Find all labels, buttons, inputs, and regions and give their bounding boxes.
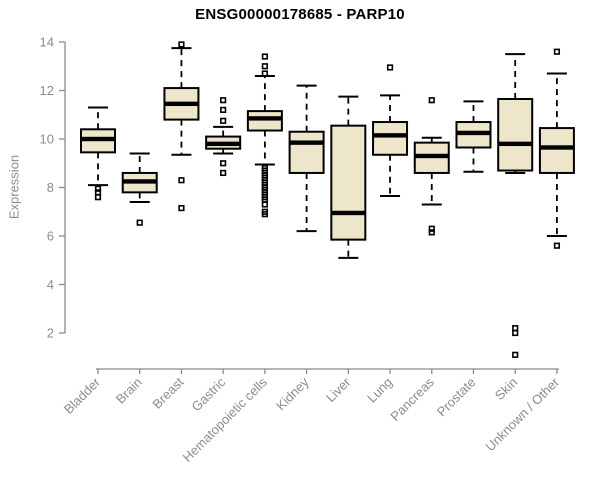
outlier-point [261, 63, 268, 70]
median-line [81, 136, 115, 142]
y-tick-label: 4 [47, 277, 54, 292]
boxplot-brain [121, 152, 158, 226]
chart-title: ENSG00000178685 - PARP10 [195, 6, 405, 23]
outlier-point [178, 41, 185, 48]
iqr-box [288, 130, 325, 174]
y-tick-label: 12 [40, 83, 54, 98]
outlier-point [261, 211, 268, 218]
boxplot-pancreas [413, 97, 450, 236]
y-axis: 2 4 6 8 10 12 14 [40, 35, 66, 341]
outlier-point [94, 189, 102, 196]
outlier-point [261, 53, 268, 60]
iqr-box [246, 110, 283, 132]
median-line [456, 130, 491, 136]
median-line [206, 141, 241, 147]
outlier-point [220, 97, 227, 104]
y-tick-label: 6 [47, 229, 54, 244]
boxplot-gastric [205, 97, 242, 177]
outlier-point [94, 194, 102, 201]
outlier-point [428, 97, 435, 104]
x-category-label: Bladder [61, 374, 104, 417]
x-category-label: Lung [364, 375, 395, 406]
outlier-point [428, 229, 435, 236]
median-line [289, 140, 324, 145]
iqr-box [538, 127, 575, 174]
boxplot-bladder [80, 106, 116, 201]
x-category-label: Brain [113, 375, 145, 407]
boxplot-prostate [455, 100, 492, 173]
x-category-label: Liver [323, 374, 354, 405]
x-category-label: Pancreas [387, 374, 437, 424]
outlier-point [94, 185, 102, 192]
outlier-point [512, 325, 519, 332]
y-tick-label: 2 [47, 326, 54, 341]
median-line [331, 210, 366, 216]
median-line [373, 133, 408, 138]
outlier-point [261, 70, 268, 77]
x-category-label: Prostate [434, 375, 479, 420]
outlier-point [512, 351, 519, 358]
outlier-point [220, 117, 227, 124]
median-line [122, 179, 157, 184]
iqr-box [330, 124, 367, 241]
outlier-point [220, 106, 227, 113]
outlier-point [512, 329, 519, 337]
x-category-label: Kidney [273, 374, 312, 413]
boxplot-hematopoietic-cells [246, 53, 283, 218]
iqr-box [372, 121, 409, 156]
median-line [498, 141, 533, 147]
y-tick-label: 8 [47, 180, 54, 195]
boxplot-liver [330, 95, 367, 259]
y-tick-label: 14 [40, 35, 54, 50]
x-category-label: Breast [149, 374, 186, 411]
outlier-point [386, 64, 394, 71]
y-tick-label: 10 [40, 132, 54, 147]
iqr-box [497, 97, 534, 172]
outlier-point [261, 201, 268, 208]
median-line [414, 153, 449, 159]
outlier-point [220, 169, 227, 177]
median-line [539, 145, 574, 150]
x-category-label: Unknown / Other [482, 374, 562, 454]
outlier-point [553, 48, 561, 55]
x-category-label: Gastric [189, 374, 229, 414]
median-line [164, 101, 199, 107]
outlier-point [178, 205, 185, 212]
boxplot-breast [163, 41, 200, 212]
outlier-point [220, 160, 227, 167]
boxplot-lung [372, 64, 409, 197]
outlier-point [553, 242, 561, 249]
median-line [247, 116, 282, 121]
boxplot-unknown-other [538, 48, 575, 249]
outlier-point [428, 225, 435, 232]
boxplot-skin [497, 53, 534, 358]
outlier-point [136, 219, 143, 226]
outlier-point [178, 177, 185, 184]
boxplot-kidney [288, 84, 325, 233]
x-category-label: Skin [492, 375, 520, 403]
